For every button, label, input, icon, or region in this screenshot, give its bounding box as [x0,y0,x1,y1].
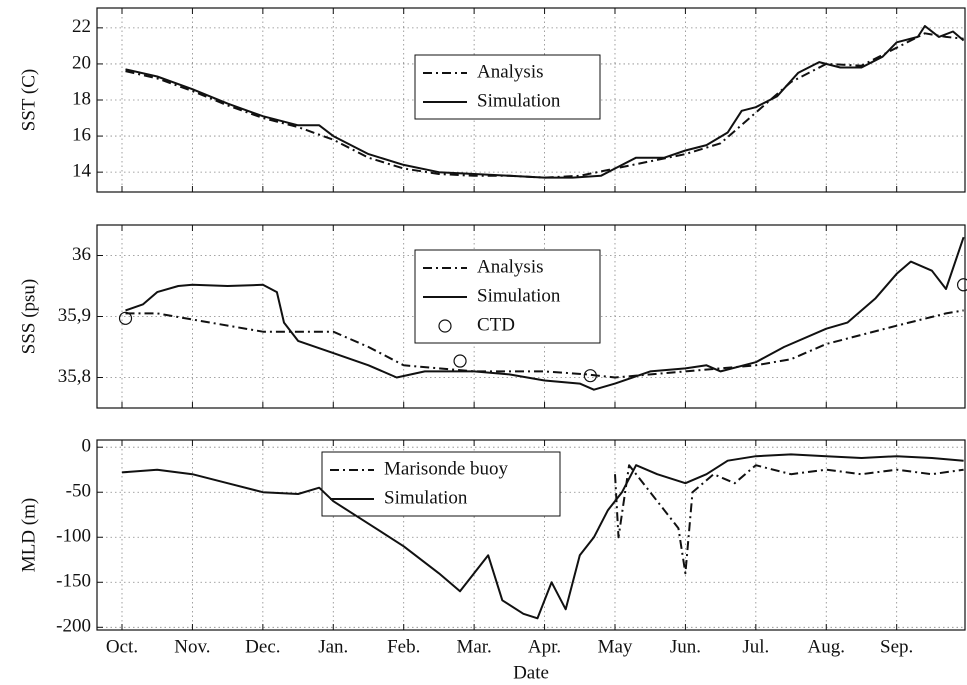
series-line [125,25,965,179]
series-line [125,236,965,391]
y-axis-label: SSS (psu) [18,279,39,355]
y-tick-label: 16 [72,124,91,145]
y-tick-label: -50 [66,481,91,502]
legend-label: CTD [477,314,515,335]
legend-label: Simulation [477,285,561,306]
ctd-point [956,278,967,292]
legend-label: Analysis [477,61,544,82]
x-tick-label: Sep. [880,636,913,657]
x-tick-label: Jan. [318,636,348,657]
legend-box [414,54,601,120]
x-tick-label: May [598,636,633,657]
x-tick-label: Aug. [808,636,845,657]
x-tick-label: Apr. [528,636,561,657]
y-tick-label: 0 [82,436,92,457]
y-tick-label: 22 [72,16,91,37]
x-tick-label: Jun. [670,636,701,657]
y-tick-label: 35,9 [58,305,91,326]
series-line [125,32,964,179]
x-tick-label: Nov. [174,636,210,657]
y-axis-label: SST (C) [18,69,39,131]
y-tick-label: 20 [72,52,91,73]
plot-frame [96,439,966,631]
y-tick-label: 14 [72,161,92,182]
series-line [614,464,964,575]
x-tick-label: Mar. [456,636,491,657]
legend-label: Analysis [477,256,544,277]
x-tick-label: Jul. [742,636,769,657]
y-tick-label: 35,8 [58,366,91,387]
legend-box [321,451,561,517]
y-tick-label: 18 [72,88,91,109]
plot-frame [96,224,966,409]
series-line [121,453,964,620]
plot-frame [96,7,966,193]
y-axis-label: MLD (m) [18,498,39,572]
series-line [125,309,964,379]
legend-marker [438,319,452,333]
legend-label: Simulation [477,90,561,111]
x-tick-label: Feb. [387,636,420,657]
x-tick-label: Oct. [106,636,138,657]
legend-label: Marisonde buoy [384,458,509,479]
x-axis-label: Date [513,662,549,683]
legend-label: Simulation [384,487,468,508]
ctd-point [453,354,467,368]
ctd-point [118,311,133,325]
x-tick-label: Dec. [245,636,280,657]
y-tick-label: -150 [56,571,91,592]
ctd-point [583,369,597,383]
y-tick-label: -200 [56,616,91,637]
y-tick-label: 36 [72,244,91,265]
y-tick-label: -100 [56,526,91,547]
